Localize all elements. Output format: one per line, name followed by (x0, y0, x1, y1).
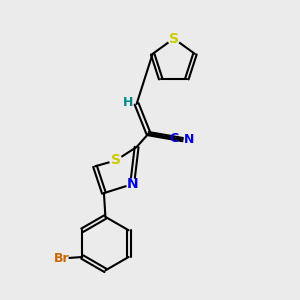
Text: S: S (169, 32, 179, 46)
Text: H: H (122, 96, 133, 109)
Text: N: N (126, 177, 138, 191)
Circle shape (110, 154, 122, 166)
Text: N: N (184, 133, 195, 146)
Text: C: C (169, 132, 178, 145)
Text: Br: Br (54, 252, 69, 265)
Text: S: S (111, 153, 121, 167)
Circle shape (55, 252, 68, 265)
Circle shape (127, 179, 137, 190)
Circle shape (168, 33, 180, 44)
